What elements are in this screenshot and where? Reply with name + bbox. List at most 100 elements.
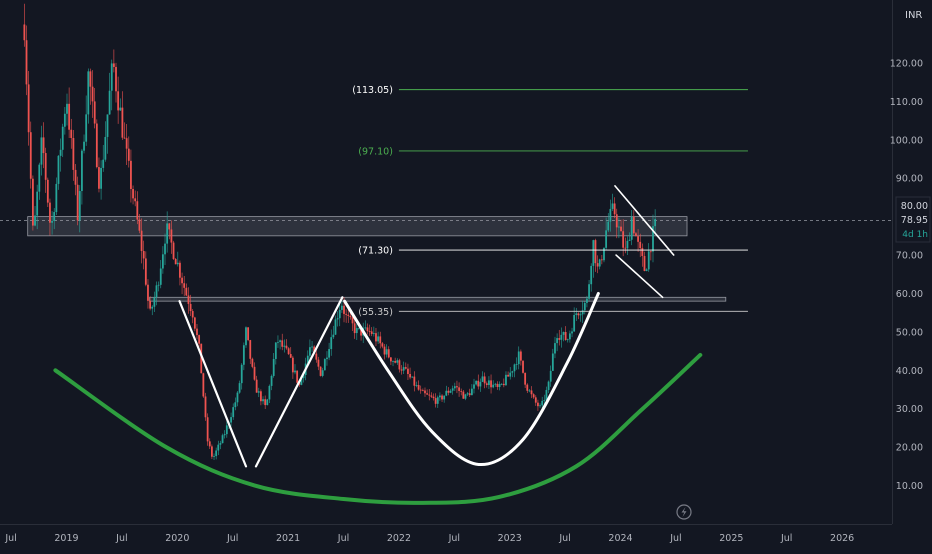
- candle-body: [439, 395, 441, 398]
- candle-body: [377, 336, 380, 342]
- candle-body: [562, 331, 565, 335]
- price-axis[interactable]: INR 10.0020.0030.0040.0050.0060.0070.008…: [890, 0, 923, 524]
- candle-body: [76, 184, 79, 221]
- candle-body: [225, 425, 228, 435]
- candle-body: [266, 399, 269, 406]
- candle-body: [74, 169, 77, 185]
- candle-body: [189, 303, 192, 312]
- candle-body: [353, 323, 356, 334]
- candle-body: [643, 256, 646, 271]
- candle-body: [123, 137, 126, 139]
- candle-body: [253, 366, 256, 380]
- candle-body: [81, 150, 83, 192]
- candle-body: [358, 327, 360, 329]
- candle-body: [63, 113, 66, 127]
- rounding-bottom-arc: [53, 352, 703, 505]
- candle-body: [592, 240, 595, 266]
- resistance-zone: [27, 216, 688, 237]
- candle-body: [505, 374, 507, 386]
- candle-body: [151, 306, 154, 309]
- candle-body: [200, 343, 203, 374]
- candle-body: [255, 379, 258, 393]
- candle-body: [560, 334, 563, 340]
- lightning-icon[interactable]: [676, 504, 692, 520]
- time-tick-label: 2022: [387, 533, 411, 544]
- candle-body: [170, 229, 173, 243]
- candle-body: [566, 339, 569, 341]
- candle-body: [511, 371, 514, 373]
- candle-body: [172, 242, 175, 259]
- candle-body: [400, 369, 403, 371]
- candle-body: [524, 372, 527, 385]
- candle-body: [611, 203, 614, 209]
- candle-body: [447, 390, 450, 393]
- candle-body: [121, 107, 124, 138]
- candle-body: [61, 126, 64, 150]
- candle-body: [443, 395, 446, 400]
- candle-body: [291, 357, 294, 373]
- price-tick-label: 90.00: [896, 174, 923, 185]
- candle-body: [375, 333, 377, 342]
- candle-body: [426, 393, 429, 395]
- candle-body: [415, 385, 418, 386]
- candle-body: [498, 384, 501, 388]
- candle-body: [613, 203, 616, 215]
- candle-body: [138, 219, 141, 231]
- candle-body: [577, 313, 580, 316]
- candle-body: [398, 360, 401, 370]
- candle-body: [571, 331, 573, 334]
- candle-body: [539, 405, 541, 407]
- candle-body: [193, 317, 196, 329]
- time-tick-label: Jul: [780, 533, 792, 544]
- candle-body: [430, 395, 433, 397]
- time-axis[interactable]: Jul 2019 Jul 2020 Jul 2021 Jul 2022 Jul 2023 Jul 20…: [0, 524, 892, 545]
- candle-body: [462, 391, 465, 399]
- candle-body: [445, 390, 448, 396]
- candle-body: [270, 375, 273, 386]
- candle-body: [460, 390, 463, 392]
- time-tick-label: 2026: [830, 533, 854, 544]
- price-tick-label: 120.00: [890, 58, 923, 69]
- candle-body: [517, 351, 520, 365]
- candle-body: [285, 345, 288, 349]
- candle-body: [588, 284, 590, 299]
- candle-body: [98, 167, 100, 189]
- candle-body: [95, 123, 98, 168]
- candle-body: [349, 315, 352, 318]
- candle-body: [383, 346, 386, 355]
- candle-body: [451, 388, 454, 391]
- candle-body: [204, 396, 207, 418]
- candle-body: [317, 359, 320, 367]
- candle-body: [424, 390, 426, 394]
- candle-body: [387, 349, 390, 358]
- candle-body: [515, 364, 518, 365]
- candle-body: [470, 388, 473, 396]
- candle-body: [568, 333, 571, 340]
- candle-body: [70, 129, 73, 138]
- candle-body: [586, 298, 588, 303]
- candle-body: [300, 378, 303, 385]
- price-tick-label: 20.00: [896, 443, 923, 454]
- candle-body: [25, 40, 28, 85]
- price-tick-label: 60.00: [896, 289, 923, 300]
- candle-body: [522, 360, 524, 373]
- candle-body: [66, 103, 68, 114]
- candle-body: [83, 141, 85, 151]
- neckline-zone: [149, 296, 727, 302]
- candle-body: [407, 368, 409, 374]
- candle-body: [605, 230, 608, 248]
- candle-body: [456, 386, 458, 388]
- candle-body: [494, 383, 497, 385]
- candle-body: [274, 342, 277, 359]
- candle-body: [368, 331, 371, 332]
- zones-layer: [0, 216, 892, 302]
- candle-body: [345, 313, 348, 315]
- candle-body: [366, 327, 369, 332]
- candle-body: [132, 188, 134, 199]
- candle-body: [338, 309, 341, 319]
- time-tick-label: Jul: [448, 533, 460, 544]
- price-tick-label: 10.00: [896, 481, 923, 492]
- candle-body: [153, 297, 156, 307]
